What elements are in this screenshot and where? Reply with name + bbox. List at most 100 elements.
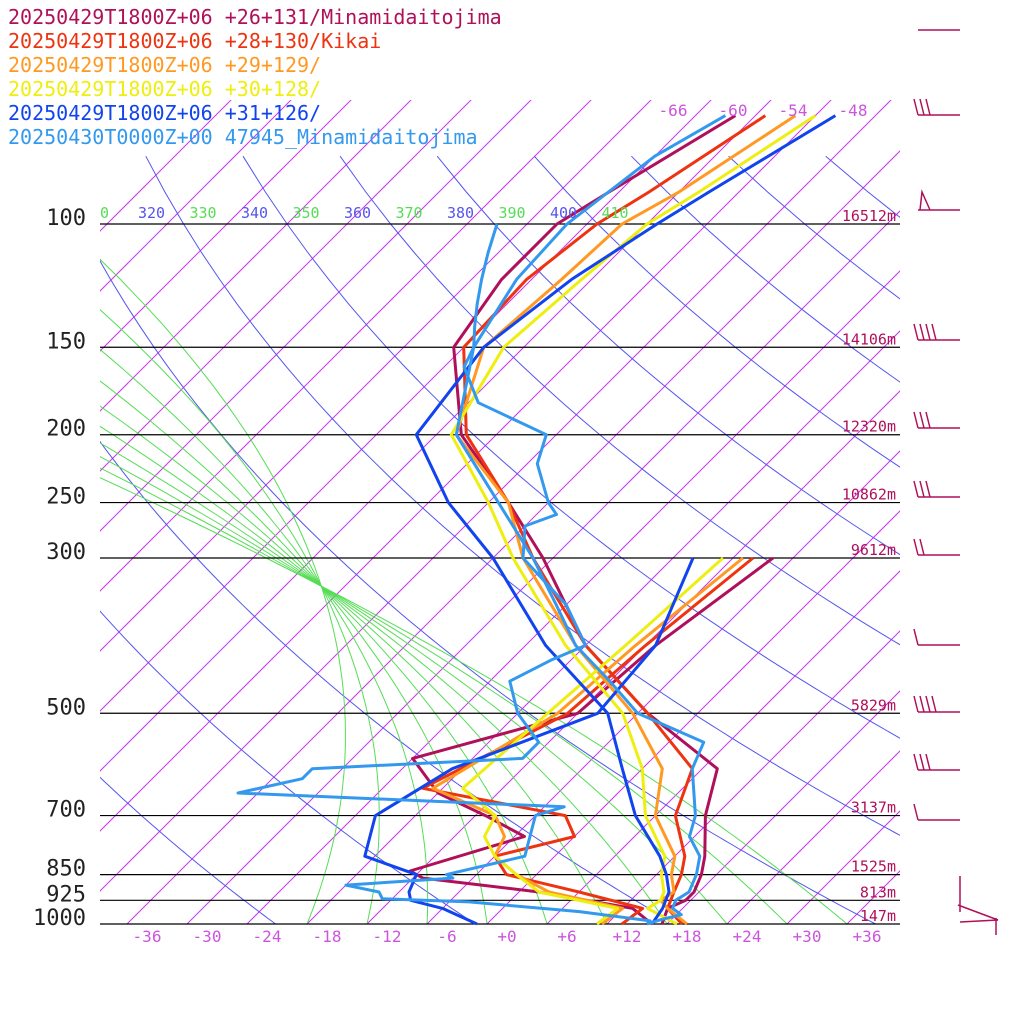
wind-barb-line <box>925 480 931 498</box>
temp-tick-label: -6 <box>437 927 456 946</box>
isotherm-line <box>100 100 232 232</box>
wind-barbs <box>913 29 999 935</box>
moist-adiabat-line <box>100 456 728 924</box>
upper-temp-tick-label: -60 <box>719 101 748 120</box>
sounding-series <box>236 114 837 926</box>
isotherm-line <box>100 100 472 472</box>
axis-labels: 100 16512m 150 14106m 200 12320m 250 10862m 300 9… <box>33 101 896 946</box>
dewpoint-line <box>431 556 744 926</box>
pressure-label: 300 <box>46 540 86 565</box>
wind-barb-line <box>913 628 919 646</box>
isotherm-line <box>100 100 652 652</box>
legend-entry: 20250429T1800Z+06 +30+128/ <box>8 77 321 101</box>
isotherm-line <box>100 100 592 592</box>
theta-label: 390 <box>498 204 525 222</box>
wind-barb-line <box>925 411 931 429</box>
wind-barb-line <box>919 753 925 771</box>
legend-entry: 20250429T1800Z+06 +31+126/ <box>8 101 321 125</box>
isotherm-line <box>100 100 532 532</box>
moist-adiabat-line <box>100 380 488 924</box>
wind-barb-line <box>931 323 937 341</box>
height-label: 813m <box>860 883 896 901</box>
wind-barb-line <box>919 323 925 341</box>
temp-tick-label: +30 <box>793 927 822 946</box>
isotherm-line <box>100 100 772 772</box>
wind-barb-line <box>913 753 919 771</box>
isotherm-line <box>246 270 900 924</box>
wind-barb-line <box>919 480 925 498</box>
isotherm-line <box>100 100 712 712</box>
dry-adiabat-line <box>145 155 900 836</box>
isotherm-line <box>126 150 900 924</box>
isotherm-line <box>100 100 832 832</box>
theta-label: 400 <box>550 204 577 222</box>
pressure-label: 100 <box>46 206 86 231</box>
wind-barb-line <box>913 323 919 341</box>
isotherm-line <box>726 750 900 924</box>
height-label: 147m <box>860 907 896 925</box>
isotherm-line <box>426 450 900 924</box>
isobars <box>100 223 900 925</box>
dry-adiabat-line <box>923 156 1024 939</box>
dewpoint-line <box>421 556 754 926</box>
wind-barb <box>959 919 999 923</box>
pressure-label: 500 <box>46 695 86 720</box>
upper-temp-tick-label: -66 <box>659 101 688 120</box>
legend-entry: 20250430T0000Z+00 47945_Minamidaitojima <box>8 125 478 149</box>
height-label: 1525m <box>851 858 896 876</box>
wind-barb-line <box>925 323 931 341</box>
temp-tick-label: -30 <box>193 927 222 946</box>
theta-label: 380 <box>447 204 474 222</box>
dewpoint-line <box>461 556 725 926</box>
isotherm-line <box>186 210 900 924</box>
theta-label: 370 <box>395 204 422 222</box>
dry-adiabat-line <box>436 155 900 556</box>
pressure-label: 700 <box>46 798 86 823</box>
wind-barb-line <box>913 480 919 498</box>
theta-label: 340 <box>241 204 268 222</box>
isotherm-line <box>100 100 292 292</box>
temp-tick-label: -12 <box>373 927 402 946</box>
isotherm-line <box>606 630 900 924</box>
dry-adiabat-line <box>100 610 477 924</box>
isotherm-line <box>100 100 352 352</box>
temp-tick-label: +0 <box>497 927 516 946</box>
isotherm-line <box>100 100 412 412</box>
temp-tick-label: +36 <box>853 927 882 946</box>
wind-barb-line <box>919 411 925 429</box>
height-label: 14106m <box>842 330 896 348</box>
height-label: 9612m <box>851 541 896 559</box>
dry-adiabat-line <box>100 776 277 924</box>
wind-barb-flag <box>919 189 931 211</box>
legend-entry: 20250429T1800Z+06 +26+131/Minamidaitojim… <box>8 5 502 29</box>
temperature-line <box>454 114 797 926</box>
isotherm-line <box>306 330 900 924</box>
legend: 20250429T1800Z+06 +26+131/Minamidaitojim… <box>8 5 502 149</box>
moist-adiabat-line <box>100 308 380 924</box>
dewpoint-line <box>236 223 652 926</box>
isotherm-line <box>786 810 900 924</box>
theta-label: 410 <box>601 204 628 222</box>
moist-adiabat-line <box>100 467 788 924</box>
temp-tick-label: +18 <box>673 927 702 946</box>
wind-barb-line <box>913 538 919 556</box>
dry-adiabat-line <box>100 260 877 924</box>
theta-label: 360 <box>344 204 371 222</box>
upper-temp-tick-label: -48 <box>839 101 868 120</box>
dry-adiabat-line <box>339 155 900 646</box>
moist-adiabat-line <box>100 442 668 924</box>
pressure-label: 150 <box>46 329 86 354</box>
isotherm-line <box>366 390 900 924</box>
wind-barb-line <box>925 695 931 713</box>
pressure-label: 200 <box>46 417 86 442</box>
wind-barb-line <box>919 98 925 116</box>
theta-label: 330 <box>189 204 216 222</box>
temp-tick-label: +24 <box>733 927 762 946</box>
isotherm-line <box>546 570 900 924</box>
isotherm-line <box>666 690 900 924</box>
isotherm-line <box>967 69 1024 924</box>
temp-tick-label: +12 <box>613 927 642 946</box>
height-label: 16512m <box>842 207 896 225</box>
legend-entry: 20250429T1800Z+06 +28+130/Kikai <box>8 29 381 53</box>
